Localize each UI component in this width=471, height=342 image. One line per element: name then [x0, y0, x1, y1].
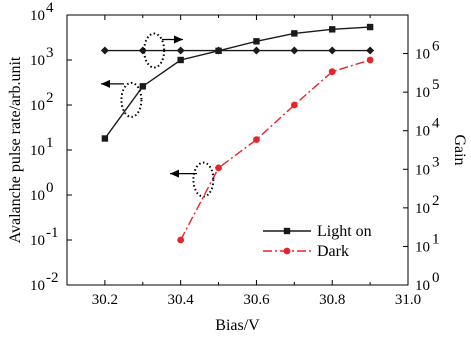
data-point	[101, 135, 109, 142]
data-point	[328, 68, 336, 76]
legend-label: Light on	[317, 223, 372, 240]
y-right-tick-label: 10	[415, 85, 430, 101]
y-right-tick-label: 10	[415, 278, 430, 294]
annotation-ellipse	[143, 32, 166, 69]
y-left-tick-label: 10	[30, 188, 45, 204]
data-point	[215, 164, 222, 172]
data-point	[366, 23, 374, 31]
y-left-tick-label: 10	[30, 98, 45, 114]
legend-label: Dark	[317, 243, 349, 260]
y-left-tick-label: 10	[30, 8, 45, 24]
data-point	[366, 56, 374, 64]
y-right-tick-label: 10	[415, 162, 430, 178]
data-point	[329, 26, 336, 33]
data-point	[139, 83, 146, 90]
annotation-arrow-head	[170, 169, 179, 178]
x-axis-title: Bias/V	[215, 317, 260, 334]
data-point	[176, 46, 185, 55]
annotation-arrow-head	[101, 79, 110, 88]
y-right-tick-exponent: 2	[432, 193, 440, 209]
data-point	[253, 136, 260, 144]
y-left-tick-exponent: 3	[46, 45, 54, 61]
y-right-tick-label: 10	[415, 124, 430, 140]
y-left-tick-exponent: -1	[46, 225, 59, 241]
x-tick-label: 30.8	[319, 292, 345, 308]
data-point	[290, 101, 298, 109]
data-point	[138, 46, 147, 55]
y-left-tick-exponent: 0	[46, 180, 54, 196]
y-left-tick-exponent: -2	[46, 270, 59, 286]
y-right-tick-label: 10	[415, 201, 430, 217]
data-point	[100, 46, 109, 55]
y-right-tick-label: 10	[415, 47, 430, 63]
data-point	[291, 30, 298, 37]
data-point	[366, 46, 375, 55]
y-left-tick-exponent: 1	[46, 135, 54, 151]
y-right-axis-title: Gain	[451, 134, 468, 165]
y-left-tick-exponent: 4	[46, 0, 54, 16]
legend-marker	[283, 227, 291, 235]
y-left-tick-exponent: 2	[46, 90, 54, 106]
x-tick-label: 30.2	[92, 292, 118, 308]
y-left-tick-label: 10	[30, 143, 45, 159]
annotation-arrow-head	[174, 35, 183, 44]
data-point	[290, 46, 299, 55]
series-line-0	[104, 26, 371, 139]
y-right-tick-exponent: 3	[432, 154, 440, 170]
y-right-tick-label: 10	[415, 239, 430, 255]
y-right-tick-exponent: 1	[432, 231, 440, 247]
y-left-axis-title: Avalanche pulse rate/arb.unit	[7, 56, 24, 243]
data-point	[214, 46, 223, 55]
y-right-tick-exponent: 4	[432, 116, 440, 132]
data-point	[177, 236, 185, 244]
data-point	[252, 46, 261, 55]
x-tick-label: 31.0	[395, 292, 421, 308]
legend-marker	[283, 247, 291, 255]
annotation-ellipse	[192, 161, 215, 198]
y-right-tick-exponent: 5	[432, 77, 440, 93]
y-left-tick-label: 10	[30, 278, 45, 294]
y-right-tick-exponent: 6	[432, 39, 440, 55]
y-left-tick-label: 10	[30, 233, 45, 249]
x-tick-label: 30.4	[168, 292, 195, 308]
annotation-ellipse	[120, 81, 143, 118]
data-point	[328, 46, 337, 55]
data-point	[253, 38, 260, 45]
x-tick-label: 30.6	[243, 292, 270, 308]
plot-frame	[66, 14, 409, 286]
series-line-1	[180, 59, 371, 241]
y-right-tick-exponent: 0	[432, 270, 440, 286]
y-left-tick-label: 10	[30, 53, 45, 69]
data-point	[177, 56, 184, 64]
